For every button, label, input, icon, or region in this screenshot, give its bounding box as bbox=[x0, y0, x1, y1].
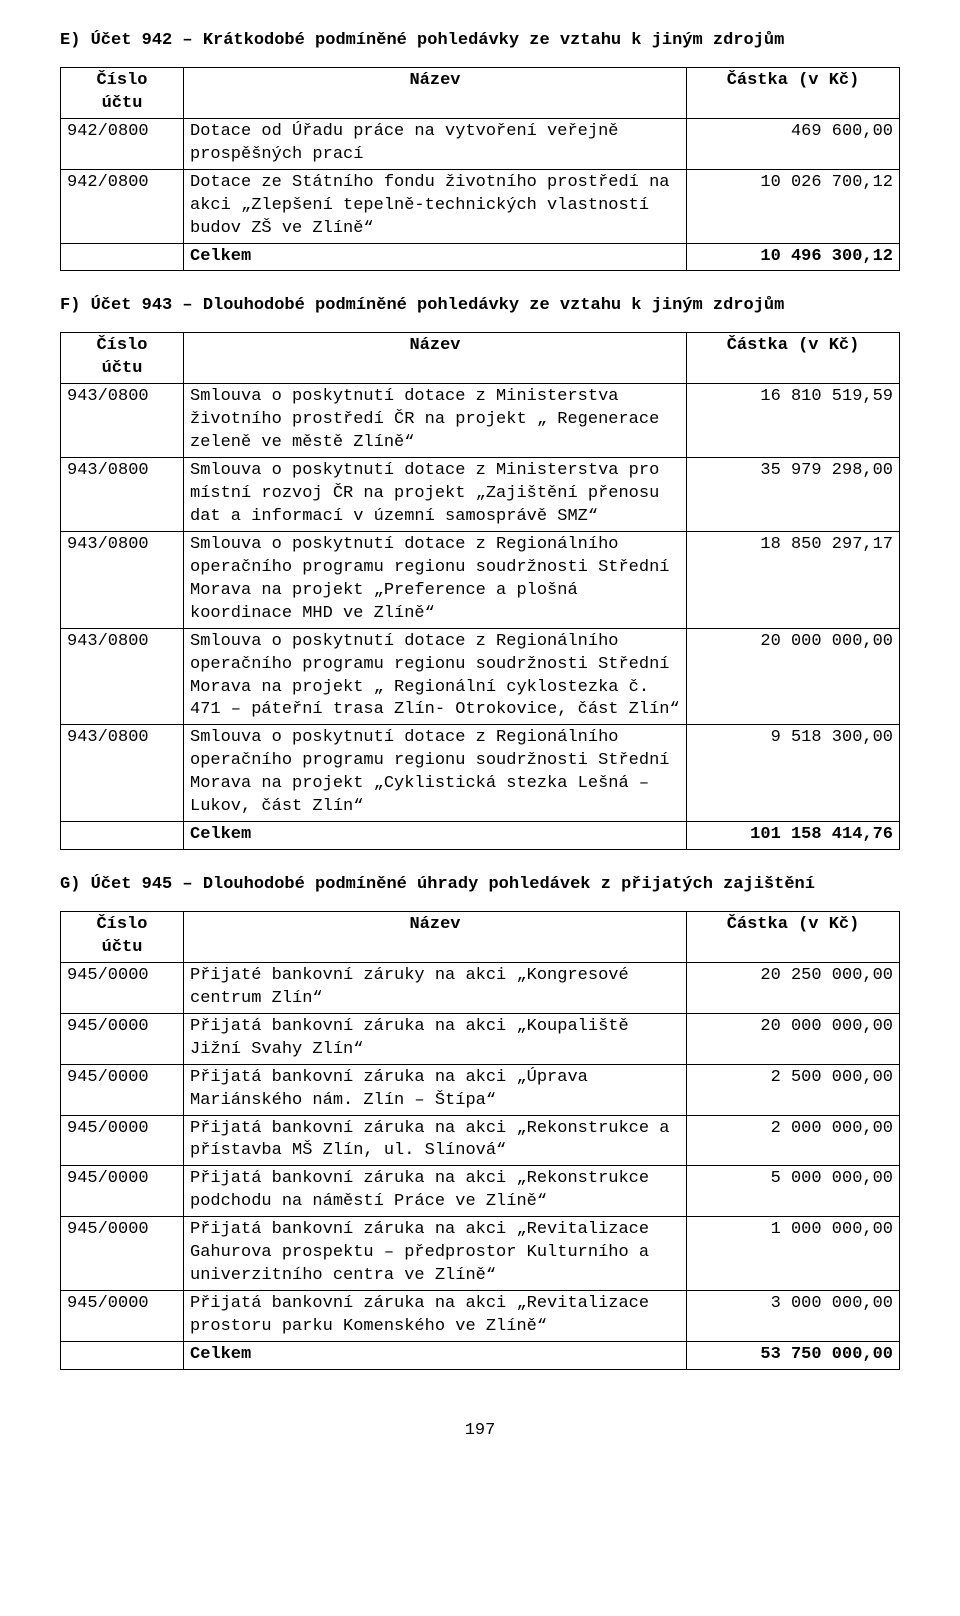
cell-amount: 469 600,00 bbox=[687, 118, 900, 169]
column-header-amount: Částka (v Kč) bbox=[687, 67, 900, 118]
cell-amount: 20 000 000,00 bbox=[687, 628, 900, 725]
column-header-account: Čísloúčtu bbox=[61, 67, 184, 118]
column-header-amount: Částka (v Kč) bbox=[687, 912, 900, 963]
data-table: ČísloúčtuNázevČástka (v Kč)942/0800Dotac… bbox=[60, 67, 900, 272]
table-row: 943/0800Smlouva o poskytnutí dotace z Mi… bbox=[61, 458, 900, 532]
cell-account: 942/0800 bbox=[61, 169, 184, 243]
data-table: ČísloúčtuNázevČástka (v Kč)943/0800Smlou… bbox=[60, 332, 900, 850]
cell-name: Dotace ze Státního fondu životního prost… bbox=[184, 169, 687, 243]
cell-amount: 10 026 700,12 bbox=[687, 169, 900, 243]
cell-amount: 16 810 519,59 bbox=[687, 384, 900, 458]
cell-account: 943/0800 bbox=[61, 384, 184, 458]
column-header-account: Čísloúčtu bbox=[61, 912, 184, 963]
cell-account: 945/0000 bbox=[61, 1166, 184, 1217]
table-sum-row: Celkem101 158 414,76 bbox=[61, 822, 900, 850]
column-header-name: Název bbox=[184, 333, 687, 384]
cell-name: Smlouva o poskytnutí dotace z Regionální… bbox=[184, 531, 687, 628]
cell-name: Přijatá bankovní záruka na akci „Revital… bbox=[184, 1217, 687, 1291]
section-heading: E) Účet 942 – Krátkodobé podmíněné pohle… bbox=[60, 30, 900, 53]
cell-empty bbox=[61, 1341, 184, 1369]
table-row: 945/0000Přijatá bankovní záruka na akci … bbox=[61, 1166, 900, 1217]
table-row: 945/0000Přijatá bankovní záruka na akci … bbox=[61, 1064, 900, 1115]
table-sum-row: Celkem53 750 000,00 bbox=[61, 1341, 900, 1369]
cell-name: Přijatá bankovní záruka na akci „Koupali… bbox=[184, 1013, 687, 1064]
cell-name: Přijatá bankovní záruka na akci „Revital… bbox=[184, 1291, 687, 1342]
cell-sum-label: Celkem bbox=[184, 243, 687, 271]
cell-empty bbox=[61, 822, 184, 850]
table-row: 943/0800Smlouva o poskytnutí dotace z Re… bbox=[61, 531, 900, 628]
page-number: 197 bbox=[60, 1420, 900, 1443]
cell-empty bbox=[61, 243, 184, 271]
table-row: 945/0000Přijatá bankovní záruka na akci … bbox=[61, 1291, 900, 1342]
cell-amount: 3 000 000,00 bbox=[687, 1291, 900, 1342]
cell-name: Smlouva o poskytnutí dotace z Ministerst… bbox=[184, 458, 687, 532]
cell-name: Přijatá bankovní záruka na akci „Rekonst… bbox=[184, 1166, 687, 1217]
table-row: 945/0000Přijaté bankovní záruky na akci … bbox=[61, 962, 900, 1013]
cell-account: 942/0800 bbox=[61, 118, 184, 169]
table-row: 945/0000Přijatá bankovní záruka na akci … bbox=[61, 1115, 900, 1166]
cell-amount: 20 000 000,00 bbox=[687, 1013, 900, 1064]
data-table: ČísloúčtuNázevČástka (v Kč)945/0000Přija… bbox=[60, 911, 900, 1370]
section-heading: G) Účet 945 – Dlouhodobé podmíněné úhrad… bbox=[60, 874, 900, 897]
cell-name: Přijatá bankovní záruka na akci „Rekonst… bbox=[184, 1115, 687, 1166]
table-row: 943/0800Smlouva o poskytnutí dotace z Re… bbox=[61, 628, 900, 725]
cell-account: 945/0000 bbox=[61, 1013, 184, 1064]
column-header-name: Název bbox=[184, 912, 687, 963]
cell-sum-amount: 10 496 300,12 bbox=[687, 243, 900, 271]
cell-amount: 18 850 297,17 bbox=[687, 531, 900, 628]
cell-amount: 5 000 000,00 bbox=[687, 1166, 900, 1217]
table-row: 945/0000Přijatá bankovní záruka na akci … bbox=[61, 1217, 900, 1291]
cell-account: 943/0800 bbox=[61, 725, 184, 822]
table-row: 942/0800Dotace od Úřadu práce na vytvoře… bbox=[61, 118, 900, 169]
cell-amount: 2 500 000,00 bbox=[687, 1064, 900, 1115]
cell-sum-amount: 53 750 000,00 bbox=[687, 1341, 900, 1369]
cell-account: 943/0800 bbox=[61, 458, 184, 532]
cell-name: Přijatá bankovní záruka na akci „Úprava … bbox=[184, 1064, 687, 1115]
cell-amount: 2 000 000,00 bbox=[687, 1115, 900, 1166]
cell-name: Dotace od Úřadu práce na vytvoření veřej… bbox=[184, 118, 687, 169]
column-header-name: Název bbox=[184, 67, 687, 118]
cell-amount: 35 979 298,00 bbox=[687, 458, 900, 532]
section-heading: F) Účet 943 – Dlouhodobé podmíněné pohle… bbox=[60, 295, 900, 318]
cell-name: Smlouva o poskytnutí dotace z Regionální… bbox=[184, 628, 687, 725]
cell-name: Smlouva o poskytnutí dotace z Ministerst… bbox=[184, 384, 687, 458]
cell-amount: 9 518 300,00 bbox=[687, 725, 900, 822]
column-header-account: Čísloúčtu bbox=[61, 333, 184, 384]
cell-account: 943/0800 bbox=[61, 628, 184, 725]
table-row: 943/0800Smlouva o poskytnutí dotace z Re… bbox=[61, 725, 900, 822]
cell-account: 945/0000 bbox=[61, 1291, 184, 1342]
cell-account: 945/0000 bbox=[61, 1064, 184, 1115]
table-sum-row: Celkem10 496 300,12 bbox=[61, 243, 900, 271]
cell-name: Přijaté bankovní záruky na akci „Kongres… bbox=[184, 962, 687, 1013]
cell-account: 945/0000 bbox=[61, 1115, 184, 1166]
table-row: 942/0800Dotace ze Státního fondu životní… bbox=[61, 169, 900, 243]
table-row: 945/0000Přijatá bankovní záruka na akci … bbox=[61, 1013, 900, 1064]
cell-sum-amount: 101 158 414,76 bbox=[687, 822, 900, 850]
cell-sum-label: Celkem bbox=[184, 1341, 687, 1369]
column-header-amount: Částka (v Kč) bbox=[687, 333, 900, 384]
cell-amount: 20 250 000,00 bbox=[687, 962, 900, 1013]
cell-sum-label: Celkem bbox=[184, 822, 687, 850]
cell-account: 945/0000 bbox=[61, 962, 184, 1013]
cell-amount: 1 000 000,00 bbox=[687, 1217, 900, 1291]
table-row: 943/0800Smlouva o poskytnutí dotace z Mi… bbox=[61, 384, 900, 458]
cell-name: Smlouva o poskytnutí dotace z Regionální… bbox=[184, 725, 687, 822]
cell-account: 943/0800 bbox=[61, 531, 184, 628]
cell-account: 945/0000 bbox=[61, 1217, 184, 1291]
